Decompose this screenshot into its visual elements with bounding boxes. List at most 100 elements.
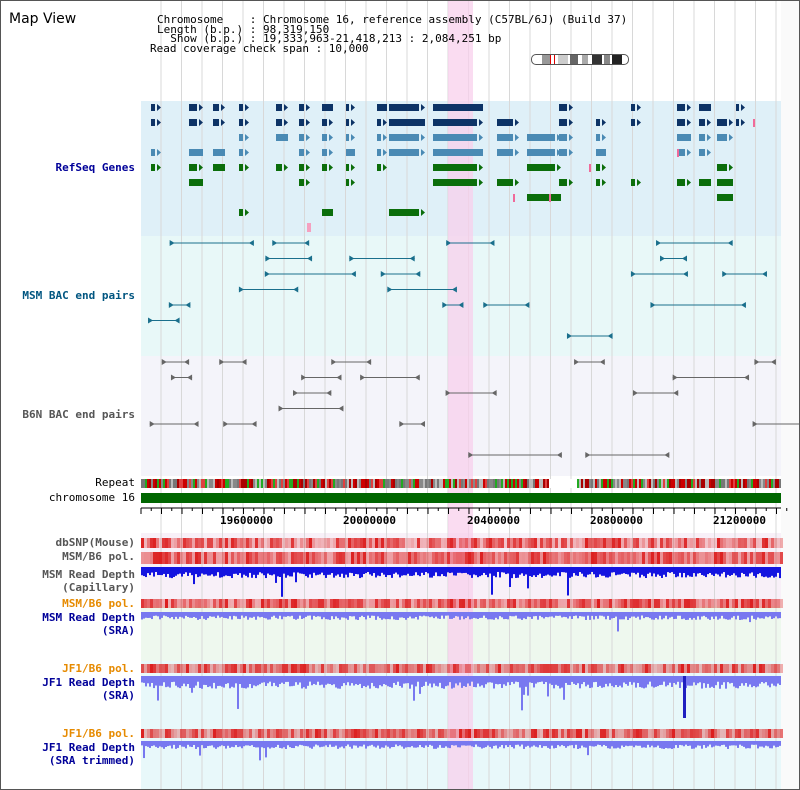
- msm-b6-pol-heat: [201, 552, 204, 564]
- repeat-segment: [417, 479, 419, 488]
- msm-b6-pol-heat-2: [366, 599, 369, 608]
- dbsnp-heat: [702, 538, 705, 548]
- msm-capillary-depth-bar: [437, 567, 439, 577]
- repeat-segment: [641, 479, 643, 488]
- msm-capillary-depth-bar: [473, 567, 475, 575]
- jf1-sra-depth-bar: [701, 676, 703, 689]
- jf1-trim-depth-bar: [627, 741, 629, 747]
- msm-b6-pol-heat: [300, 552, 303, 564]
- jf1-trim-depth-bar: [265, 741, 267, 758]
- jf1-sra-depth-bar: [231, 676, 233, 687]
- gene-feature: [433, 134, 477, 141]
- jf1-sra-depth-bar: [711, 676, 713, 687]
- msm-b6-pol-heat: [363, 552, 366, 564]
- dbsnp-heat: [297, 538, 300, 548]
- jf1-sra-depth-bar: [489, 676, 491, 683]
- msm-sra-depth-bar: [383, 612, 385, 619]
- repeat-segment: [313, 479, 315, 488]
- jf1-b6-pol-heat: [693, 664, 696, 673]
- msm-capillary-depth-bar: [261, 567, 263, 574]
- msm-capillary-depth-bar: [633, 567, 635, 573]
- jf1-sra-depth-bar: [257, 676, 259, 686]
- msm-capillary-depth-bar: [501, 567, 503, 573]
- jf1-b6-pol-heat: [675, 664, 678, 673]
- dbsnp-heat: [345, 538, 348, 548]
- jf1-trim-depth-bar: [221, 741, 223, 746]
- dbsnp-heat: [498, 538, 501, 548]
- msm-b6-pol-heat-2: [528, 599, 531, 608]
- jf1-b6-pol-heat-2: [390, 729, 393, 738]
- msm-capillary-depth-bar: [547, 567, 549, 575]
- jf1-trim-depth-bar: [765, 741, 767, 746]
- jf1-trim-depth-bar: [177, 741, 179, 748]
- dbsnp-heat: [774, 538, 777, 548]
- jf1-b6-pol-heat-2: [762, 729, 765, 738]
- repeat-segment: [505, 479, 507, 488]
- jf1-sra-depth-bar: [641, 676, 643, 688]
- repeat-segment: [389, 479, 391, 488]
- jf1-sra-depth-bar: [699, 676, 701, 683]
- msm-sra-depth-bar: [245, 612, 247, 617]
- msm-capillary-depth-bar: [193, 567, 195, 585]
- jf1-b6-pol-heat: [561, 664, 564, 673]
- gene-arrow: [557, 164, 561, 171]
- msm-capillary-depth-bar: [587, 567, 589, 575]
- msm-b6-pol-heat-2: [411, 599, 414, 608]
- msm-capillary-depth-bar: [379, 567, 381, 577]
- msm-sra-depth-bar: [679, 612, 681, 616]
- jf1-sra-depth-bar: [381, 676, 383, 687]
- msm-b6-pol-heat-2: [603, 599, 606, 608]
- msm-sra-depth-bar: [499, 612, 501, 617]
- gene-feature: [559, 104, 567, 111]
- msm-capillary-depth-bar: [449, 567, 451, 574]
- dbsnp-heat: [282, 538, 285, 548]
- repeat-segment: [527, 479, 529, 488]
- repeat-segment: [365, 479, 367, 488]
- jf1-trim-depth-bar: [159, 741, 161, 747]
- jf1-sra-depth-bar: [305, 676, 307, 689]
- gene-feature: [736, 104, 739, 111]
- dbsnp-heat: [435, 538, 438, 548]
- jf1-sra-depth-bar: [353, 676, 355, 686]
- jf1-trim-depth-bar: [377, 741, 379, 746]
- repeat-segment: [327, 479, 329, 488]
- chromosome-ideogram[interactable]: [531, 54, 629, 65]
- repeat-segment: [147, 479, 149, 488]
- repeat-segment: [463, 479, 465, 488]
- jf1-sra-depth-bar: [709, 676, 711, 688]
- gene-feature: [346, 134, 349, 141]
- jf1-trim-depth-bar: [417, 741, 419, 748]
- gene-feature: [239, 164, 243, 171]
- msm-b6-pol-heat-2: [549, 599, 552, 608]
- repeat-segment: [339, 479, 341, 488]
- jf1-trim-depth-bar: [435, 741, 437, 749]
- jf1-b6-pol-heat-2: [540, 729, 543, 738]
- repeat-segment: [279, 479, 281, 488]
- jf1-trim-depth-bar: [151, 741, 153, 747]
- msm-sra-depth-bar: [443, 612, 445, 619]
- dbsnp-heat: [189, 538, 192, 548]
- gene-arrow: [707, 179, 711, 186]
- msm-sra-depth-bar: [527, 612, 529, 617]
- msm-b6-pol-heat-2: [264, 599, 267, 608]
- msm-capillary-depth-bar: [347, 567, 349, 578]
- jf1-b6-pol-heat: [156, 664, 159, 673]
- msm-capillary-depth-bar: [615, 567, 617, 576]
- jf1-sra-depth-bar: [587, 676, 589, 685]
- msm-capillary-depth-bar: [173, 567, 175, 577]
- msm-capillary-depth-bar: [455, 567, 457, 576]
- jf1-b6-pol-heat: [516, 664, 519, 673]
- msm-b6-pol-heat-2: [414, 599, 417, 608]
- jf1-b6-pol-heat-2: [645, 729, 648, 738]
- jf1-trim-depth-bar: [239, 741, 241, 747]
- msm-b6-pol-heat: [378, 552, 381, 564]
- jf1-b6-pol-heat: [690, 664, 693, 673]
- msm-capillary-depth-bar: [213, 567, 215, 577]
- b6n-bac-pair-end: [585, 452, 591, 458]
- msm-capillary-depth-bar: [357, 567, 359, 575]
- gene-feature: [151, 104, 155, 111]
- repeat-segment: [207, 479, 209, 488]
- msm-b6-pol-heat-2: [684, 599, 687, 608]
- repeat-segment: [531, 479, 533, 488]
